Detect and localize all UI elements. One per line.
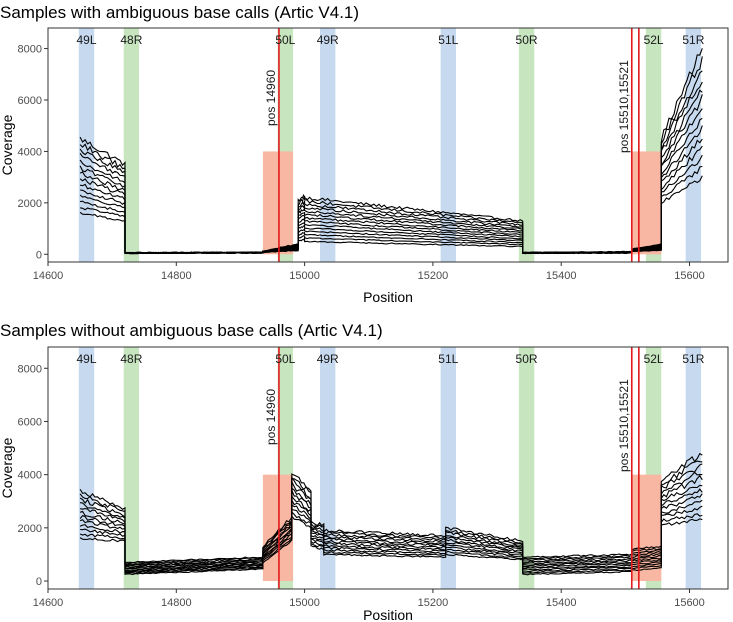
panel-border (47, 346, 729, 590)
x-axis-ticks: 14600 14800 15000 15200 15400 15600 (33, 589, 705, 609)
amplicon-label-50l: 50L (275, 352, 295, 366)
series-line-10 (79, 510, 703, 574)
position-markers: pos 14960 pos 15510,15521 (264, 28, 640, 262)
amplicon-label-49l: 49L (76, 352, 96, 366)
series-line-8 (79, 125, 703, 255)
series-line-2 (79, 463, 703, 566)
amplicon-bands (78, 347, 702, 589)
amplicon-band-50r (518, 28, 535, 262)
panel-title: Samples with ambiguous base calls (Artic… (0, 3, 359, 22)
series-line-11 (79, 514, 703, 576)
position-markers: pos 14960 pos 15510,15521 (264, 347, 640, 589)
panel-title: Samples without ambiguous base calls (Ar… (0, 321, 383, 340)
x-tick-label: 15000 (289, 270, 320, 282)
amplicon-labels: 49L 48R 50L 49R 51L 50R 52L 51R (76, 33, 704, 47)
x-tick-label: 14800 (161, 597, 192, 609)
amplicon-label-48r: 48R (120, 352, 142, 366)
y-tick-label: 8000 (18, 44, 42, 56)
coverage-series (79, 452, 703, 576)
highlight-region-1 (631, 151, 662, 255)
x-axis-ticks: 14600 14800 15000 15200 15400 15600 (33, 262, 705, 282)
x-tick-label: 14600 (33, 270, 64, 282)
x-tick-label: 15600 (674, 270, 705, 282)
amplicon-labels: 49L 48R 50L 49R 51L 50R 52L 51R (76, 352, 704, 366)
series-line-3 (79, 81, 703, 254)
amplicon-label-49l: 49L (76, 33, 96, 47)
amplicon-label-50r: 50R (516, 352, 538, 366)
amplicon-label-51r: 51R (682, 33, 704, 47)
x-axis-title: Position (363, 289, 413, 305)
series-line-9 (80, 138, 703, 255)
y-axis-ticks: 0 2000 4000 6000 8000 (18, 44, 48, 261)
x-tick-label: 15200 (418, 270, 449, 282)
series-line-6 (79, 108, 703, 254)
series-line-5 (79, 484, 703, 569)
position-label: pos 15510,15521 (617, 60, 631, 153)
series-line-9 (80, 505, 703, 574)
series-line-3 (80, 471, 703, 567)
x-tick-label: 14600 (33, 597, 64, 609)
amplicon-band-49l (78, 347, 95, 589)
series-line-6 (79, 488, 703, 570)
series-line-0 (79, 48, 703, 254)
amplicon-label-50l: 50L (275, 33, 295, 47)
panel-with-ambiguous: Samples with ambiguous base calls (Artic… (0, 3, 729, 305)
series-line-7 (79, 493, 703, 571)
amplicon-band-51l (440, 28, 456, 262)
y-tick-label: 4000 (18, 470, 42, 482)
amplicon-label-49r: 49R (317, 352, 339, 366)
y-tick-label: 6000 (18, 416, 42, 428)
amplicon-label-52l: 52L (644, 33, 664, 47)
y-tick-label: 6000 (18, 95, 42, 107)
highlight-region-0 (262, 151, 294, 255)
amplicon-band-51r (685, 28, 702, 262)
x-tick-label: 15200 (418, 597, 449, 609)
y-tick-label: 8000 (18, 363, 42, 375)
series-line-4 (79, 474, 703, 568)
series-line-0 (79, 452, 703, 564)
panel-border (47, 27, 729, 263)
x-tick-label: 15400 (546, 597, 577, 609)
position-label: pos 14960 (264, 70, 278, 126)
amplicon-label-48r: 48R (120, 33, 142, 47)
coverage-series (79, 48, 703, 255)
y-axis-title: Coverage (0, 437, 15, 498)
x-tick-label: 15600 (674, 597, 705, 609)
y-axis-ticks: 0 2000 4000 6000 8000 (18, 363, 48, 588)
x-axis-title: Position (363, 607, 413, 622)
position-label: pos 15510,15521 (617, 379, 631, 472)
amplicon-band-48r (123, 347, 140, 589)
amplicon-label-51l: 51L (438, 33, 458, 47)
x-tick-label: 14800 (161, 270, 192, 282)
amplicon-band-50r (518, 347, 535, 589)
amplicon-label-50r: 50R (516, 33, 538, 47)
x-tick-label: 15400 (546, 270, 577, 282)
series-line-11 (80, 154, 703, 255)
amplicon-label-49r: 49R (317, 33, 339, 47)
series-line-1 (79, 460, 703, 565)
amplicon-band-51r (685, 347, 702, 589)
y-tick-label: 0 (36, 249, 42, 261)
y-tick-label: 2000 (18, 198, 42, 210)
series-line-10 (79, 145, 703, 255)
series-line-13 (79, 175, 703, 255)
amplicon-label-51l: 51L (438, 352, 458, 366)
amplicon-label-51r: 51R (682, 352, 704, 366)
y-tick-label: 4000 (18, 146, 42, 158)
position-label: pos 14960 (264, 389, 278, 445)
y-tick-label: 0 (36, 576, 42, 588)
highlight-regions (262, 151, 662, 255)
amplicon-label-52l: 52L (644, 352, 664, 366)
y-axis-title: Coverage (0, 114, 15, 175)
y-tick-label: 2000 (18, 523, 42, 535)
series-line-8 (79, 499, 703, 572)
highlight-regions (262, 474, 662, 582)
panel-without-ambiguous: Samples without ambiguous base calls (Ar… (0, 321, 729, 622)
x-tick-label: 15000 (289, 597, 320, 609)
amplicon-band-48r (123, 28, 140, 262)
